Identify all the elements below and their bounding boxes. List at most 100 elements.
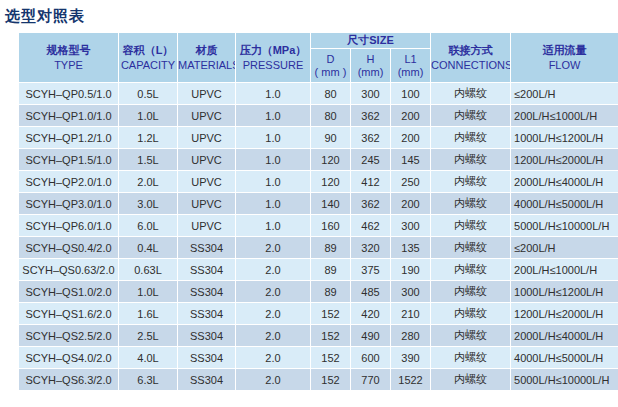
cell-h: 362 bbox=[351, 193, 391, 215]
header-type-en: TYPE bbox=[54, 59, 83, 71]
cell-connection: 内螺纹 bbox=[431, 83, 511, 105]
header-connections-en: CONNECTIONS bbox=[431, 59, 511, 71]
cell-l1: 280 bbox=[391, 325, 431, 347]
cell-capacity: 6.3L bbox=[119, 369, 178, 391]
cell-l1: 300 bbox=[391, 281, 431, 303]
header-size-h-symbol: H bbox=[367, 53, 375, 65]
cell-type: SCYH–QS1.0/2.0 bbox=[19, 281, 119, 303]
header-size-group: 尺寸SIZE bbox=[311, 33, 431, 49]
cell-h: 462 bbox=[351, 215, 391, 237]
cell-pressure: 1.0 bbox=[236, 215, 311, 237]
cell-flow: 5000L/H≤10000L/H bbox=[511, 369, 618, 391]
cell-type: SCYH–QS0.4/2.0 bbox=[19, 237, 119, 259]
cell-pressure: 1.0 bbox=[236, 127, 311, 149]
cell-d: 89 bbox=[311, 237, 351, 259]
cell-flow: 1200L/H≤2000L/H bbox=[511, 303, 618, 325]
cell-material: UPVC bbox=[178, 215, 236, 237]
header-flow: 适用流量 FLOW bbox=[511, 33, 618, 83]
cell-capacity: 0.4L bbox=[119, 237, 178, 259]
cell-flow: 1000L/H≤1200L/H bbox=[511, 127, 618, 149]
cell-h: 490 bbox=[351, 325, 391, 347]
cell-h: 320 bbox=[351, 237, 391, 259]
cell-h: 362 bbox=[351, 127, 391, 149]
table-body: SCYH–QP0.5/1.00.5LUPVC1.080300100内螺纹≤200… bbox=[19, 83, 618, 391]
cell-type: SCYH–QP0.5/1.0 bbox=[19, 83, 119, 105]
table-row: SCYH–QS4.0/2.04.0LSS3042.0152600390内螺纹40… bbox=[19, 347, 618, 369]
cell-l1: 200 bbox=[391, 193, 431, 215]
cell-flow: 1200L/H≤2000L/H bbox=[511, 149, 618, 171]
cell-pressure: 2.0 bbox=[236, 325, 311, 347]
cell-l1: 200 bbox=[391, 127, 431, 149]
table-row: SCYH–QS6.3/2.06.3LSS3042.01527701522内螺纹5… bbox=[19, 369, 618, 391]
header-materials-zh: 材质 bbox=[196, 44, 218, 56]
header-materials-en: MATERIALS bbox=[178, 59, 236, 71]
header-pressure-zh: 压力（MPa） bbox=[240, 44, 307, 56]
cell-capacity: 6.0L bbox=[119, 215, 178, 237]
cell-flow: 1000L/H≤1200L/H bbox=[511, 281, 618, 303]
header-size-l1: L1(mm) bbox=[391, 49, 431, 83]
cell-type: SCYH–QP3.0/1.0 bbox=[19, 193, 119, 215]
table-row: SCYH–QP3.0/1.03.0LUPVC1.0140362200内螺纹400… bbox=[19, 193, 618, 215]
cell-d: 152 bbox=[311, 347, 351, 369]
cell-pressure: 2.0 bbox=[236, 281, 311, 303]
header-size-group-label: 尺寸SIZE bbox=[347, 34, 393, 46]
cell-capacity: 4.0L bbox=[119, 347, 178, 369]
cell-connection: 内螺纹 bbox=[431, 281, 511, 303]
cell-connection: 内螺纹 bbox=[431, 193, 511, 215]
header-flow-zh: 适用流量 bbox=[543, 44, 587, 56]
cell-pressure: 1.0 bbox=[236, 105, 311, 127]
cell-capacity: 1.0L bbox=[119, 281, 178, 303]
cell-connection: 内螺纹 bbox=[431, 369, 511, 391]
cell-type: SCYH–QP1.2/1.0 bbox=[19, 127, 119, 149]
cell-pressure: 1.0 bbox=[236, 83, 311, 105]
cell-capacity: 1.2L bbox=[119, 127, 178, 149]
cell-material: SS304 bbox=[178, 303, 236, 325]
cell-pressure: 1.0 bbox=[236, 193, 311, 215]
cell-material: SS304 bbox=[178, 347, 236, 369]
cell-capacity: 0.63L bbox=[119, 259, 178, 281]
cell-connection: 内螺纹 bbox=[431, 171, 511, 193]
header-size-d-unit: ( mm ) bbox=[315, 66, 347, 78]
cell-flow: 4000L/H≤5000L/H bbox=[511, 193, 618, 215]
cell-connection: 内螺纹 bbox=[431, 127, 511, 149]
cell-l1: 250 bbox=[391, 171, 431, 193]
cell-connection: 内螺纹 bbox=[431, 259, 511, 281]
cell-flow: 2000L/H≤4000L/H bbox=[511, 325, 618, 347]
header-connections: 联接方式CONNECTIONS bbox=[431, 33, 511, 83]
cell-connection: 内螺纹 bbox=[431, 237, 511, 259]
header-flow-en: FLOW bbox=[549, 59, 581, 71]
cell-d: 152 bbox=[311, 369, 351, 391]
cell-type: SCYH–QS4.0/2.0 bbox=[19, 347, 119, 369]
cell-l1: 100 bbox=[391, 83, 431, 105]
cell-connection: 内螺纹 bbox=[431, 215, 511, 237]
cell-capacity: 2.5L bbox=[119, 325, 178, 347]
cell-capacity: 3.0L bbox=[119, 193, 178, 215]
cell-capacity: 2.0L bbox=[119, 171, 178, 193]
cell-type: SCYH–QS2.5/2.0 bbox=[19, 325, 119, 347]
cell-flow: ≤200L/H bbox=[511, 83, 618, 105]
cell-pressure: 2.0 bbox=[236, 347, 311, 369]
cell-pressure: 1.0 bbox=[236, 171, 311, 193]
cell-pressure: 2.0 bbox=[236, 259, 311, 281]
cell-h: 245 bbox=[351, 149, 391, 171]
header-capacity: 容积（L）CAPACITY bbox=[119, 33, 178, 83]
cell-h: 485 bbox=[351, 281, 391, 303]
cell-material: SS304 bbox=[178, 237, 236, 259]
cell-l1: 145 bbox=[391, 149, 431, 171]
cell-d: 90 bbox=[311, 127, 351, 149]
page-title: 选型对照表 bbox=[5, 7, 618, 26]
table-row: SCYH–QS0.4/2.00.4LSS3042.089320135内螺纹≤20… bbox=[19, 237, 618, 259]
cell-capacity: 1.0L bbox=[119, 105, 178, 127]
table-row: SCYH–QS2.5/2.02.5LSS3042.0152490280内螺纹20… bbox=[19, 325, 618, 347]
header-capacity-zh: 容积（L） bbox=[123, 44, 174, 56]
cell-h: 600 bbox=[351, 347, 391, 369]
table-header: 规格型号TYPE 容积（L）CAPACITY 材质MATERIALS 压力（MP… bbox=[19, 33, 618, 83]
table-row: SCYH–QS1.6/2.01.6LSS3042.0152420210内螺纹12… bbox=[19, 303, 618, 325]
table-row: SCYH–QP1.5/1.01.5LUPVC1.0120245145内螺纹120… bbox=[19, 149, 618, 171]
header-size-h: H(mm) bbox=[351, 49, 391, 83]
cell-capacity: 1.6L bbox=[119, 303, 178, 325]
cell-material: UPVC bbox=[178, 149, 236, 171]
cell-material: SS304 bbox=[178, 325, 236, 347]
cell-l1: 200 bbox=[391, 105, 431, 127]
cell-type: SCYH–QS6.3/2.0 bbox=[19, 369, 119, 391]
